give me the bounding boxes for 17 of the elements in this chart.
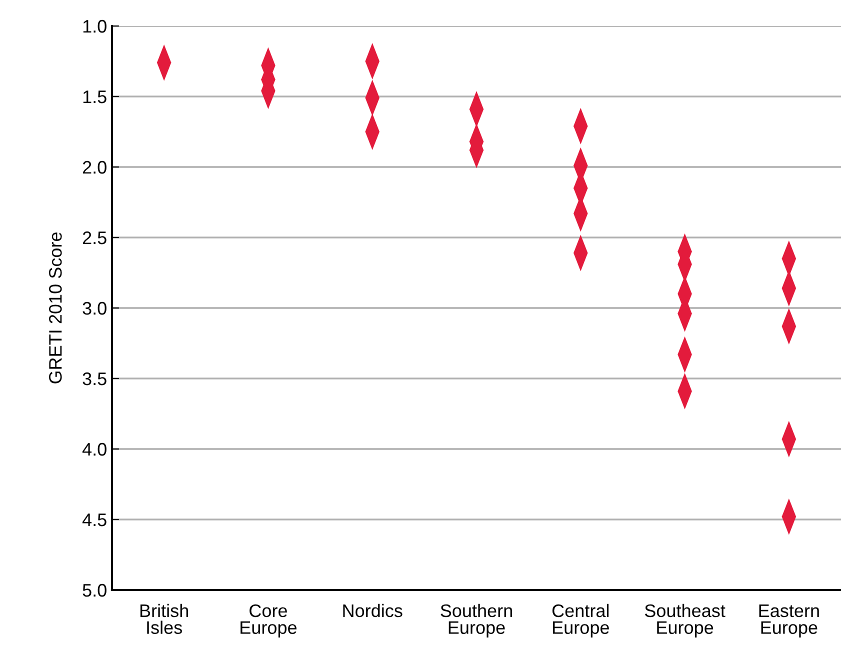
y-tick-label: 3.5: [82, 372, 106, 386]
x-tick-label: Southeast Europe: [644, 604, 726, 638]
y-tick-label: 1.5: [83, 90, 106, 104]
y-tick-label: 4.0: [82, 442, 106, 456]
y-tick-label: 3.0: [82, 302, 106, 315]
y-tick-label: 2.0: [82, 160, 106, 174]
x-tick-label: Southern Europe: [440, 604, 512, 638]
x-tick-label: Central Europe: [552, 604, 609, 638]
x-tick-label: Core Europe: [240, 604, 297, 638]
y-axis-title: GRETI 2010 Score: [49, 232, 62, 384]
x-tick-label: Eastern Europe: [759, 604, 819, 638]
x-tick-label: British Isles: [140, 604, 188, 634]
y-tick-label: 2.5: [82, 231, 106, 244]
y-tick-label: 5.0: [82, 584, 106, 597]
x-tick-label: Nordics: [343, 604, 402, 618]
y-tick-label: 1.0: [83, 20, 106, 33]
y-tick-label: 4.5: [82, 514, 106, 526]
